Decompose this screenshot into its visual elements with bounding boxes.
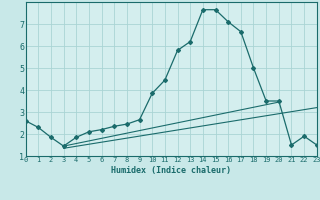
X-axis label: Humidex (Indice chaleur): Humidex (Indice chaleur)	[111, 166, 231, 175]
